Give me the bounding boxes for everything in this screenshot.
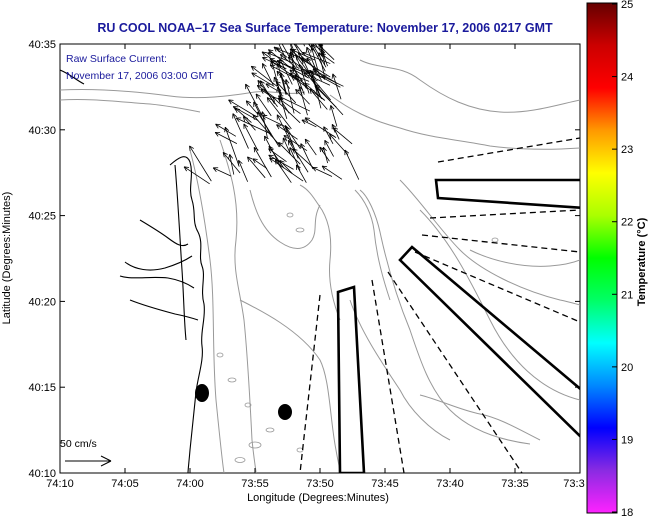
colorbar-tick-label: 18 <box>621 507 633 518</box>
y-axis-title: Latitude (Degrees:Minutes) <box>1 192 13 325</box>
colorbar-tick-label: 22 <box>621 217 633 229</box>
y-tick-label: 40:25 <box>28 211 56 223</box>
colorbar-tick-label: 25 <box>621 0 633 11</box>
overlay-line-2: November 17, 2006 03:00 GMT <box>66 70 214 82</box>
colorbar <box>587 3 617 513</box>
x-tick-label: 73:50 <box>306 478 334 490</box>
station-marker-west <box>195 384 209 402</box>
x-tick-label: 73:55 <box>241 478 269 490</box>
colorbar-tick-label: 21 <box>621 289 633 301</box>
colorbar-tick-label: 23 <box>621 144 633 156</box>
colorbar-tick-label: 24 <box>621 72 633 84</box>
x-axis-title: Longitude (Degrees:Minutes) <box>247 492 389 504</box>
overlay-line-1: Raw Surface Current: <box>66 53 167 65</box>
colorbar-title: Temperature (°C) <box>636 217 648 306</box>
x-tick-label: 73:45 <box>371 478 399 490</box>
station-marker-east <box>278 404 292 420</box>
scale-label: 50 cm/s <box>60 438 97 450</box>
plot-frame <box>60 44 580 473</box>
y-tick-label: 40:35 <box>28 39 56 51</box>
y-tick-label: 40:15 <box>28 382 56 394</box>
y-tick-label: 40:10 <box>28 468 56 480</box>
x-tick-label: 73:35 <box>501 478 529 490</box>
x-tick-label: 73:40 <box>436 478 464 490</box>
colorbar-tick-label: 19 <box>621 434 633 446</box>
map-title: RU COOL NOAA–17 Sea Surface Temperature:… <box>97 21 553 35</box>
x-tick-label: 74:00 <box>176 478 204 490</box>
y-tick-label: 40:30 <box>28 125 56 137</box>
colorbar-tick-label: 20 <box>621 362 633 374</box>
y-tick-label: 40:20 <box>28 296 56 308</box>
x-tick-label: 74:05 <box>111 478 139 490</box>
x-tick-label: 73:3 <box>563 478 584 490</box>
